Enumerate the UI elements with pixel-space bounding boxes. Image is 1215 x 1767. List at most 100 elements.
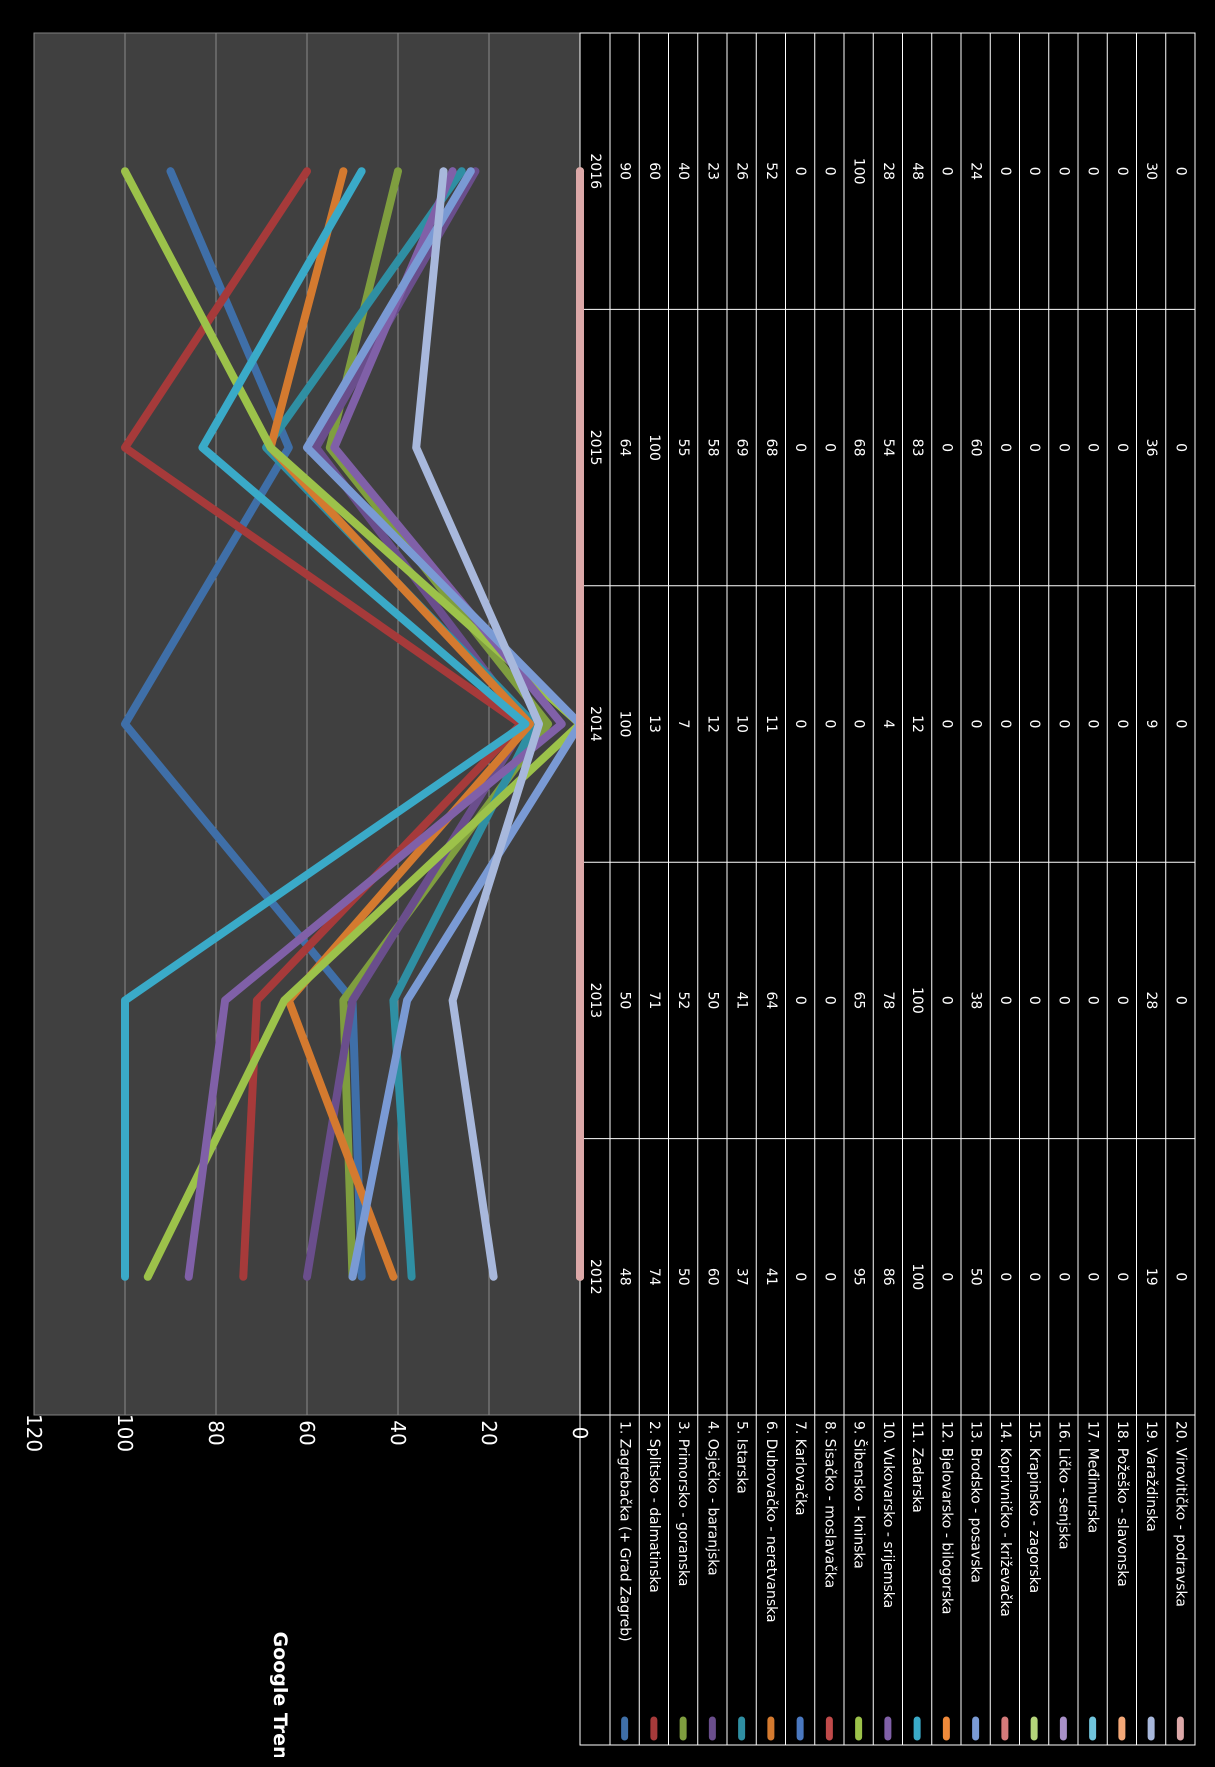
data-label: 0 xyxy=(997,443,1013,452)
data-label: 50 xyxy=(617,991,633,1009)
legend-label: 5. Istarska xyxy=(734,1421,750,1494)
data-label: 38 xyxy=(968,991,984,1009)
data-label: 41 xyxy=(734,991,750,1009)
data-label: 60 xyxy=(968,439,984,457)
legend-label: 10. Vukovarsko - srijemska xyxy=(880,1421,896,1608)
data-label: 0 xyxy=(1055,996,1071,1005)
data-label: 0 xyxy=(1172,1272,1188,1281)
data-label: 48 xyxy=(617,1268,633,1286)
data-label: 9 xyxy=(1143,720,1159,729)
data-label: 64 xyxy=(617,439,633,457)
series-line xyxy=(412,167,543,1281)
data-label: 0 xyxy=(821,996,837,1005)
legend-label: 19. Varaždinska xyxy=(1143,1421,1159,1532)
data-label: 60 xyxy=(646,162,662,180)
data-label: 0 xyxy=(1114,996,1130,1005)
data-label: 11 xyxy=(763,715,779,733)
legend-label: 16. Ličko - senjska xyxy=(1055,1421,1071,1550)
data-label: 0 xyxy=(821,167,837,176)
data-label: 78 xyxy=(880,991,896,1009)
legend-label: 12. Bjelovarsko - bilogorska xyxy=(938,1421,954,1615)
data-label: 48 xyxy=(909,162,925,180)
data-label: 10 xyxy=(734,715,750,733)
legend-label: 4. Osječko - baranjska xyxy=(704,1421,720,1576)
legend-label: 18. Požeško - slavonska xyxy=(1114,1421,1130,1587)
data-label: 24 xyxy=(968,162,984,180)
data-label: 19 xyxy=(1143,1268,1159,1286)
data-label: 65 xyxy=(851,991,867,1009)
data-label: 58 xyxy=(704,439,720,457)
data-label: 0 xyxy=(1172,167,1188,176)
x-tick-label: 2015 xyxy=(587,430,603,466)
data-label: 68 xyxy=(851,439,867,457)
data-label: 74 xyxy=(646,1268,662,1286)
series-line xyxy=(121,167,366,1281)
legend-label: 3. Primorsko - goranska xyxy=(675,1421,691,1586)
y-axis-title: Google Trend index xyxy=(269,1632,291,1757)
data-label: 0 xyxy=(1085,167,1101,176)
data-label: 0 xyxy=(968,720,984,729)
data-label: 0 xyxy=(1172,996,1188,1005)
data-label: 0 xyxy=(997,720,1013,729)
data-label: 100 xyxy=(909,1263,925,1290)
data-label: 0 xyxy=(792,167,808,176)
x-tick-label: 2012 xyxy=(587,1259,603,1295)
data-label: 13 xyxy=(646,715,662,733)
data-label: 0 xyxy=(792,443,808,452)
data-label: 26 xyxy=(734,162,750,180)
data-label: 52 xyxy=(763,162,779,180)
data-label: 0 xyxy=(792,996,808,1005)
data-label: 95 xyxy=(851,1268,867,1286)
legend-label: 13. Brodsko - posavska xyxy=(968,1421,984,1583)
data-label: 4 xyxy=(880,720,896,729)
data-label: 50 xyxy=(968,1268,984,1286)
y-tick-label: 120 xyxy=(22,1414,46,1452)
legend-label: 9. Šibensko - kninska xyxy=(851,1421,869,1569)
data-label: 0 xyxy=(1055,443,1071,452)
data-label: 28 xyxy=(1143,991,1159,1009)
data-label: 0 xyxy=(1026,1272,1042,1281)
data-label: 50 xyxy=(675,1268,691,1286)
data-label: 0 xyxy=(1085,443,1101,452)
data-label: 0 xyxy=(1055,167,1071,176)
data-label: 60 xyxy=(704,1268,720,1286)
legend-label: 7. Karlovačka xyxy=(792,1421,808,1516)
data-label: 0 xyxy=(821,1272,837,1281)
data-label: 64 xyxy=(763,991,779,1009)
data-label: 90 xyxy=(617,162,633,180)
data-label: 0 xyxy=(1026,167,1042,176)
y-tick-label: 40 xyxy=(386,1420,410,1445)
x-tick-label: 2016 xyxy=(587,153,603,189)
data-label: 0 xyxy=(1114,720,1130,729)
data-label: 71 xyxy=(646,991,662,1009)
data-label: 0 xyxy=(1055,720,1071,729)
data-label: 30 xyxy=(1143,162,1159,180)
data-label: 0 xyxy=(1026,720,1042,729)
data-label: 54 xyxy=(880,439,896,457)
legend-label: 8. Sisačko - moslavačka xyxy=(821,1421,837,1588)
legend-label: 20. Virovitičko - podravska xyxy=(1172,1421,1188,1607)
data-label: 100 xyxy=(617,711,633,738)
series-line xyxy=(121,167,530,1281)
x-tick-label: 2014 xyxy=(587,706,603,742)
data-label: 0 xyxy=(1085,720,1101,729)
data-label: 0 xyxy=(1026,443,1042,452)
data-label: 0 xyxy=(938,1272,954,1281)
series-line xyxy=(262,167,539,1281)
data-label: 0 xyxy=(997,996,1013,1005)
data-label: 41 xyxy=(763,1268,779,1286)
data-label: 55 xyxy=(675,439,691,457)
data-label: 7 xyxy=(675,720,691,729)
legend-label: 17. Međimurska xyxy=(1085,1421,1101,1533)
data-label: 68 xyxy=(763,439,779,457)
data-label: 0 xyxy=(1172,720,1188,729)
data-label: 0 xyxy=(1026,996,1042,1005)
data-label: 100 xyxy=(851,158,867,185)
legend-label: 2. Splitsko - dalmatinska xyxy=(646,1421,662,1593)
data-label: 0 xyxy=(1114,1272,1130,1281)
legend-label: 11. Zadarska xyxy=(909,1421,925,1513)
data-label: 23 xyxy=(704,162,720,180)
y-tick-label: 20 xyxy=(477,1420,501,1445)
y-tick-label: 60 xyxy=(295,1420,319,1445)
y-tick-label: 80 xyxy=(204,1420,228,1445)
